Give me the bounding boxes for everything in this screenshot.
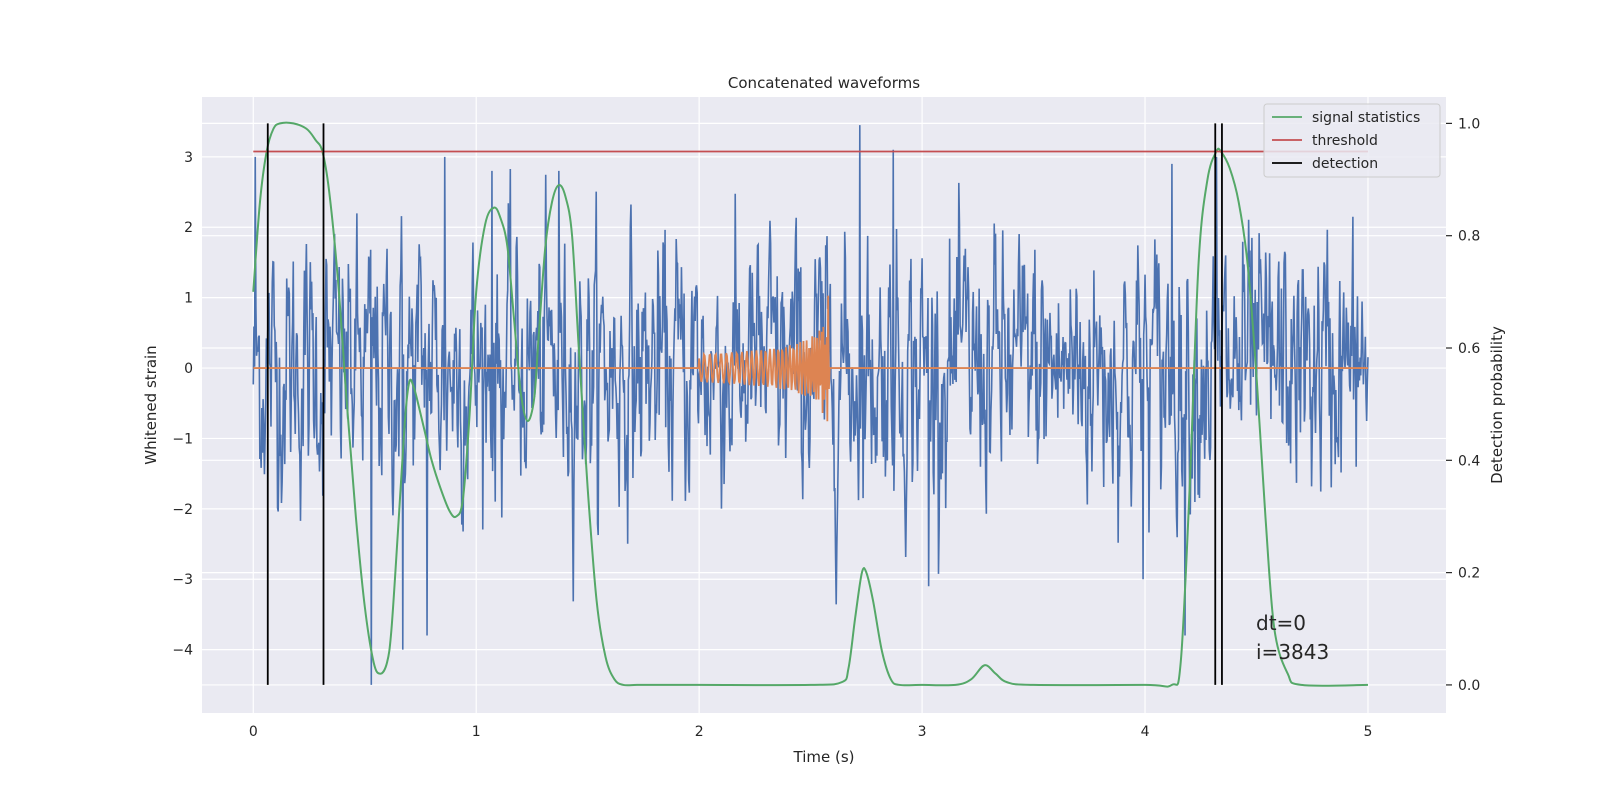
- legend-label-detection: detection: [1312, 156, 1378, 172]
- y-left-tick-label: −3: [172, 572, 193, 588]
- x-tick-label: 5: [1364, 724, 1373, 740]
- y-left-axis-ticks: −4 −3 −2 −1 0 1 2 3: [172, 150, 193, 659]
- y-right-axis-ticks: 0.0 0.2 0.4 0.6 0.8 1.0: [1446, 116, 1480, 694]
- y-right-tick-label: 0.0: [1458, 678, 1480, 694]
- annotation-dt: dt=0: [1256, 611, 1306, 635]
- y-left-tick-label: 2: [184, 220, 193, 236]
- injection-line: [253, 295, 1368, 422]
- x-tick-label: 0: [249, 724, 258, 740]
- signal-statistics-line: [252, 121, 1368, 688]
- y-left-tick-label: 0: [184, 361, 193, 377]
- injection-series: [253, 295, 1368, 422]
- y-left-tick-label: 1: [184, 291, 193, 307]
- y-right-tick-label: 0.2: [1458, 566, 1480, 582]
- y-left-tick-label: −4: [172, 643, 193, 659]
- x-tick-label: 3: [918, 724, 927, 740]
- legend-label-signal-statistics: signal statistics: [1312, 110, 1420, 126]
- y-right-tick-label: 0.6: [1458, 341, 1480, 357]
- y-left-tick-label: 3: [184, 150, 193, 166]
- legend-box: [1263, 103, 1441, 178]
- y-right-tick-label: 0.8: [1458, 229, 1480, 245]
- y-left-tick-label: −2: [172, 502, 193, 518]
- x-tick-label: 1: [472, 724, 481, 740]
- strain-series: [252, 125, 1369, 685]
- x-axis-ticks: 0 1 2 3 4 5: [249, 724, 1373, 740]
- y-right-tick-label: 1.0: [1458, 116, 1480, 132]
- y-right-tick-label: 0.4: [1458, 453, 1480, 469]
- x-tick-label: 2: [695, 724, 704, 740]
- x-tick-label: 4: [1141, 724, 1150, 740]
- detection-series: [266, 123, 1223, 685]
- strain-line: [252, 125, 1369, 685]
- signal-statistics-series: [252, 121, 1368, 688]
- y-right-axis-label: Detection probability: [1488, 326, 1506, 484]
- legend-label-threshold: threshold: [1312, 133, 1378, 149]
- y-left-axis-label: Whitened strain: [142, 345, 160, 464]
- y-left-tick-label: −1: [172, 431, 193, 447]
- legend: signal statistics threshold detection: [1263, 103, 1441, 178]
- annotation-index: i=3843: [1256, 640, 1329, 664]
- chart-title: Concatenated waveforms: [728, 74, 920, 92]
- x-axis-label: Time (s): [793, 748, 855, 766]
